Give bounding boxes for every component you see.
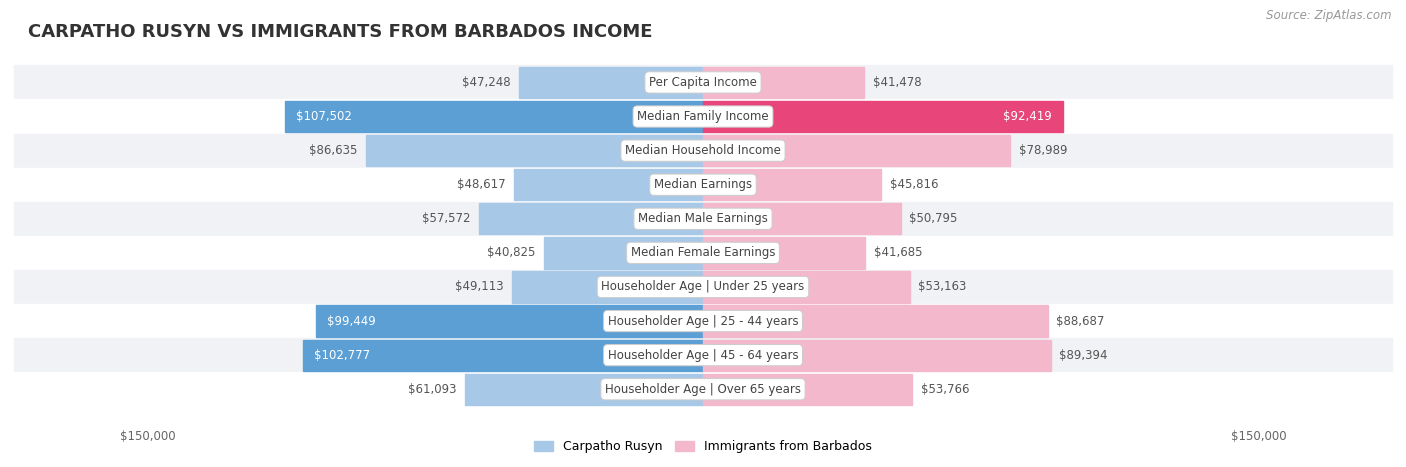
Text: $53,163: $53,163 <box>918 281 966 293</box>
Text: $99,449: $99,449 <box>328 315 377 327</box>
Bar <box>14 99 1392 134</box>
Text: Householder Age | 25 - 44 years: Householder Age | 25 - 44 years <box>607 315 799 327</box>
Bar <box>14 372 1392 406</box>
Bar <box>316 305 703 337</box>
Text: $41,685: $41,685 <box>873 247 922 259</box>
Text: Median Male Earnings: Median Male Earnings <box>638 212 768 225</box>
Text: $47,248: $47,248 <box>463 76 510 89</box>
Bar <box>479 203 703 234</box>
Bar <box>14 202 1392 236</box>
Bar <box>14 304 1392 338</box>
Text: $150,000: $150,000 <box>1230 430 1286 443</box>
Text: Source: ZipAtlas.com: Source: ZipAtlas.com <box>1267 9 1392 22</box>
Text: $61,093: $61,093 <box>408 383 457 396</box>
Bar <box>519 67 703 98</box>
Text: $92,419: $92,419 <box>1002 110 1052 123</box>
Bar <box>703 135 1011 166</box>
Text: $41,478: $41,478 <box>873 76 921 89</box>
Bar <box>14 236 1392 270</box>
Text: Householder Age | Under 25 years: Householder Age | Under 25 years <box>602 281 804 293</box>
Bar <box>14 168 1392 202</box>
Text: Per Capita Income: Per Capita Income <box>650 76 756 89</box>
Text: Householder Age | Over 65 years: Householder Age | Over 65 years <box>605 383 801 396</box>
Bar <box>703 271 910 303</box>
Text: $86,635: $86,635 <box>309 144 357 157</box>
Bar <box>703 101 1063 132</box>
Text: $102,777: $102,777 <box>315 349 371 361</box>
Text: $88,687: $88,687 <box>1056 315 1105 327</box>
Text: $40,825: $40,825 <box>488 247 536 259</box>
Text: $150,000: $150,000 <box>120 430 176 443</box>
Text: CARPATHO RUSYN VS IMMIGRANTS FROM BARBADOS INCOME: CARPATHO RUSYN VS IMMIGRANTS FROM BARBAD… <box>28 23 652 42</box>
Bar <box>14 338 1392 372</box>
Text: $50,795: $50,795 <box>910 212 957 225</box>
Text: Median Family Income: Median Family Income <box>637 110 769 123</box>
Bar <box>703 340 1050 371</box>
Bar <box>703 374 912 405</box>
Text: $48,617: $48,617 <box>457 178 505 191</box>
Text: Householder Age | 45 - 64 years: Householder Age | 45 - 64 years <box>607 349 799 361</box>
Bar <box>465 374 703 405</box>
Bar <box>366 135 703 166</box>
Bar <box>703 67 865 98</box>
Bar <box>512 271 703 303</box>
Bar <box>14 134 1392 168</box>
Text: Median Earnings: Median Earnings <box>654 178 752 191</box>
Text: $53,766: $53,766 <box>921 383 969 396</box>
Text: $45,816: $45,816 <box>890 178 938 191</box>
Bar <box>703 203 901 234</box>
Bar <box>544 237 703 269</box>
Bar <box>14 270 1392 304</box>
Bar <box>14 65 1392 99</box>
Text: $89,394: $89,394 <box>1059 349 1108 361</box>
Text: $107,502: $107,502 <box>297 110 352 123</box>
Text: $57,572: $57,572 <box>422 212 471 225</box>
Bar <box>304 340 703 371</box>
Bar <box>513 169 703 200</box>
Legend: Carpatho Rusyn, Immigrants from Barbados: Carpatho Rusyn, Immigrants from Barbados <box>529 435 877 459</box>
Bar <box>703 169 882 200</box>
Bar <box>703 237 865 269</box>
Bar <box>285 101 703 132</box>
Text: $78,989: $78,989 <box>1019 144 1067 157</box>
Text: Median Female Earnings: Median Female Earnings <box>631 247 775 259</box>
Text: Median Household Income: Median Household Income <box>626 144 780 157</box>
Text: $49,113: $49,113 <box>456 281 503 293</box>
Bar <box>703 305 1047 337</box>
